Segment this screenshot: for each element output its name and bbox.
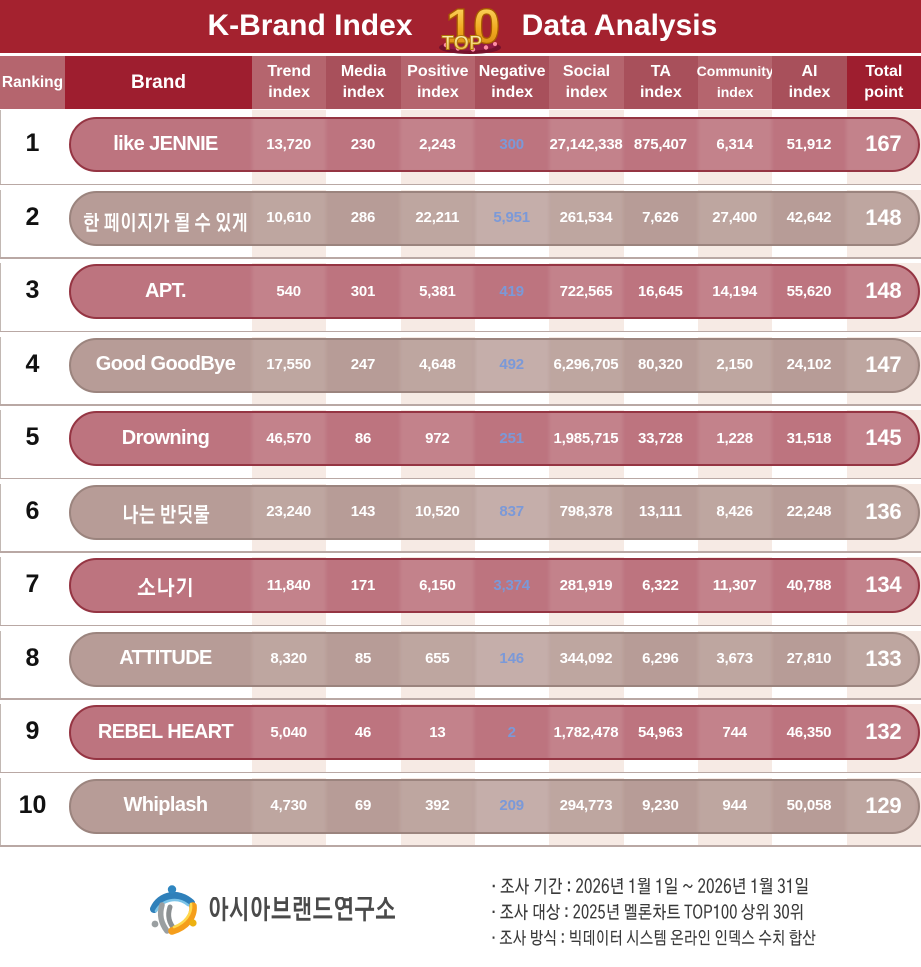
svg-text:10: 10	[446, 1, 501, 54]
svg-text:TOP: TOP	[442, 33, 483, 55]
